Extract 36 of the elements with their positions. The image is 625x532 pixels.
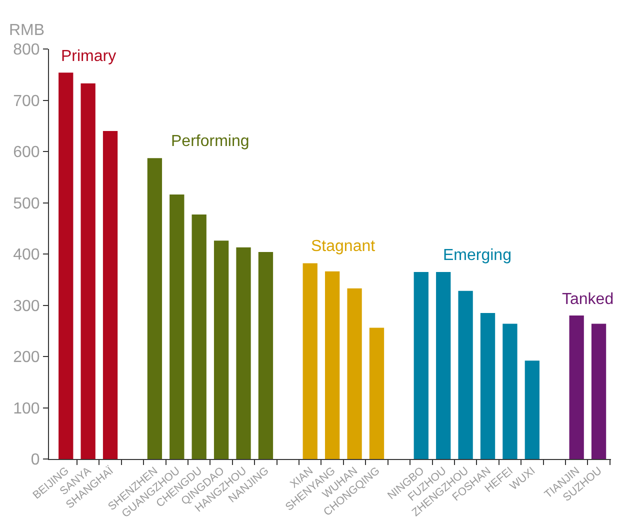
bar — [58, 72, 74, 459]
y-tick-label: 0 — [30, 452, 40, 469]
bar — [414, 272, 428, 459]
bar — [436, 272, 451, 459]
bar — [480, 312, 496, 459]
bar — [80, 83, 96, 459]
bar — [502, 324, 518, 459]
y-tick-label: 400 — [13, 246, 40, 264]
y-tick-label: 700 — [13, 92, 40, 110]
y-tick-label: 500 — [13, 195, 40, 212]
series-label: Stagnant — [311, 238, 376, 255]
bar — [192, 214, 206, 459]
bar — [369, 328, 384, 459]
series-label: Tanked — [562, 291, 614, 308]
series-label: Primary — [61, 48, 116, 65]
bar — [102, 131, 118, 459]
bar — [302, 263, 318, 459]
bar — [258, 252, 274, 459]
y-tick-label: 100 — [13, 400, 40, 418]
y-tick-label: 800 — [13, 42, 40, 59]
bar — [569, 316, 584, 459]
bar — [325, 271, 340, 459]
y-tick-label: 200 — [13, 349, 40, 366]
y-tick-label: 600 — [13, 144, 40, 162]
bar — [458, 290, 473, 459]
bar — [347, 288, 362, 459]
series-label: Performing — [171, 133, 250, 150]
bar — [591, 324, 606, 459]
bar — [170, 194, 184, 459]
bar — [524, 360, 540, 459]
bar — [147, 158, 162, 459]
bar — [236, 247, 251, 459]
y-tick-label: 300 — [13, 298, 40, 315]
y-axis-title: RMB — [9, 22, 45, 39]
series-label: Emerging — [443, 247, 512, 264]
bar — [214, 240, 229, 459]
